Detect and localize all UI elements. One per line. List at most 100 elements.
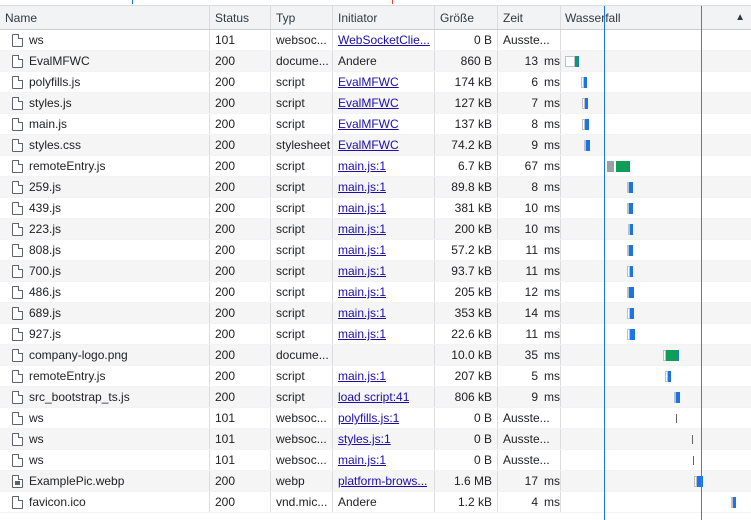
request-name-cell[interactable]: 439.js	[0, 198, 210, 218]
initiator-link[interactable]: main.js:1	[338, 159, 387, 173]
request-row[interactable]: 808.js 200 script main.js:1 57.2 kB 11 ms	[0, 240, 751, 261]
initiator-link[interactable]: styles.js:1	[338, 432, 391, 446]
initiator-link[interactable]: EvalMFWC	[338, 138, 399, 152]
request-row[interactable]: 439.js 200 script main.js:1 381 kB 10 ms	[0, 198, 751, 219]
request-initiator-cell[interactable]: main.js:1	[333, 303, 435, 323]
request-waterfall[interactable]	[561, 471, 751, 491]
request-initiator-cell[interactable]: main.js:1	[333, 240, 435, 260]
initiator-link[interactable]: main.js:1	[338, 243, 387, 257]
request-waterfall[interactable]	[561, 366, 751, 386]
request-row[interactable]: ws 101 websoc... WebSocketClie... 0 B Ausste.…	[0, 30, 751, 51]
initiator-link[interactable]: EvalMFWC	[338, 96, 399, 110]
initiator-link[interactable]: main.js:1	[338, 327, 387, 341]
request-waterfall[interactable]	[561, 345, 751, 365]
request-initiator-cell[interactable]: styles.js:1	[333, 429, 435, 449]
request-initiator-cell[interactable]: main.js:1	[333, 450, 435, 470]
request-waterfall[interactable]	[561, 387, 751, 407]
request-row[interactable]: src_bootstrap_ts.js 200 script load script:…	[0, 387, 751, 408]
request-name-cell[interactable]: styles.css	[0, 135, 210, 155]
request-row[interactable]: remoteEntry.js 200 script main.js:1 6.7 kB 67…	[0, 156, 751, 177]
request-name-cell[interactable]: polyfills.js	[0, 72, 210, 92]
initiator-link[interactable]: main.js:1	[338, 285, 387, 299]
request-initiator-cell[interactable]: EvalMFWC	[333, 135, 435, 155]
request-name-cell[interactable]: remoteEntry.js	[0, 366, 210, 386]
request-row[interactable]: 927.js 200 script main.js:1 22.6 kB 11 ms	[0, 324, 751, 345]
request-waterfall[interactable]	[561, 93, 751, 113]
request-row[interactable]: styles.js 200 script EvalMFWC 127 kB 7 ms	[0, 93, 751, 114]
column-header-type[interactable]: Typ	[271, 6, 333, 29]
request-row[interactable]: ExamplePic.webp 200 webp platform-brows... 1…	[0, 471, 751, 492]
request-row[interactable]: main.js 200 script EvalMFWC 137 kB 8 ms	[0, 114, 751, 135]
request-name-cell[interactable]: ws	[0, 408, 210, 428]
initiator-link[interactable]: load script:41	[338, 390, 410, 404]
request-name-cell[interactable]: styles.js	[0, 93, 210, 113]
column-header-name[interactable]: Name	[0, 6, 210, 29]
request-row[interactable]: 700.js 200 script main.js:1 93.7 kB 11 ms	[0, 261, 751, 282]
request-row[interactable]: ws 101 websoc... styles.js:1 0 B Ausste...	[0, 429, 751, 450]
request-waterfall[interactable]	[561, 114, 751, 134]
request-name-cell[interactable]: ws	[0, 450, 210, 470]
initiator-link[interactable]: platform-brows...	[338, 474, 428, 488]
column-header-waterfall[interactable]: Wasserfall ▲	[561, 6, 751, 29]
request-waterfall[interactable]	[561, 303, 751, 323]
initiator-link[interactable]: EvalMFWC	[338, 117, 399, 131]
request-initiator-cell[interactable]: polyfills.js:1	[333, 408, 435, 428]
request-initiator-cell[interactable]: main.js:1	[333, 198, 435, 218]
column-header-size[interactable]: Größe	[435, 6, 498, 29]
request-waterfall[interactable]	[561, 282, 751, 302]
request-waterfall[interactable]	[561, 450, 751, 470]
request-row[interactable]: ws 101 websoc... main.js:1 0 B Ausste...	[0, 450, 751, 471]
request-initiator-cell[interactable]: load script:41	[333, 387, 435, 407]
request-row[interactable]: polyfills.js 200 script EvalMFWC 174 kB 6 ms	[0, 72, 751, 93]
initiator-link[interactable]: main.js:1	[338, 201, 387, 215]
request-name-cell[interactable]: ExamplePic.webp	[0, 471, 210, 491]
initiator-link[interactable]: EvalMFWC	[338, 75, 399, 89]
initiator-link[interactable]: main.js:1	[338, 180, 387, 194]
request-initiator-cell[interactable]: EvalMFWC	[333, 72, 435, 92]
request-waterfall[interactable]	[561, 72, 751, 92]
request-waterfall[interactable]	[561, 492, 751, 512]
request-waterfall[interactable]	[561, 240, 751, 260]
request-row[interactable]: 259.js 200 script main.js:1 89.8 kB 8 ms	[0, 177, 751, 198]
initiator-link[interactable]: main.js:1	[338, 369, 387, 383]
request-initiator-cell[interactable]: EvalMFWC	[333, 93, 435, 113]
request-name-cell[interactable]: 927.js	[0, 324, 210, 344]
request-name-cell[interactable]: 700.js	[0, 261, 210, 281]
request-waterfall[interactable]	[561, 261, 751, 281]
request-name-cell[interactable]: ws	[0, 30, 210, 50]
request-name-cell[interactable]: 223.js	[0, 219, 210, 239]
request-waterfall[interactable]	[561, 51, 751, 71]
request-waterfall[interactable]	[561, 408, 751, 428]
request-row[interactable]: 689.js 200 script main.js:1 353 kB 14 ms	[0, 303, 751, 324]
initiator-link[interactable]: main.js:1	[338, 306, 387, 320]
request-row[interactable]: EvalMFWC 200 docume... Andere 860 B 13 ms	[0, 51, 751, 72]
column-header-time[interactable]: Zeit	[498, 6, 561, 29]
initiator-link[interactable]: WebSocketClie...	[338, 33, 430, 47]
initiator-link[interactable]: main.js:1	[338, 453, 387, 467]
column-header-initiator[interactable]: Initiator	[333, 6, 435, 29]
request-initiator-cell[interactable]: WebSocketClie...	[333, 30, 435, 50]
request-initiator-cell[interactable]: main.js:1	[333, 324, 435, 344]
request-waterfall[interactable]	[561, 156, 751, 176]
request-name-cell[interactable]: src_bootstrap_ts.js	[0, 387, 210, 407]
request-name-cell[interactable]: ws	[0, 429, 210, 449]
request-name-cell[interactable]: company-logo.png	[0, 345, 210, 365]
request-row[interactable]: 486.js 200 script main.js:1 205 kB 12 ms	[0, 282, 751, 303]
request-initiator-cell[interactable]: main.js:1	[333, 219, 435, 239]
request-row[interactable]: company-logo.png 200 docume... 10.0 kB 35 ms	[0, 345, 751, 366]
request-initiator-cell[interactable]: main.js:1	[333, 261, 435, 281]
request-waterfall[interactable]	[561, 135, 751, 155]
request-waterfall[interactable]	[561, 198, 751, 218]
request-name-cell[interactable]: EvalMFWC	[0, 51, 210, 71]
request-row[interactable]: remoteEntry.js 200 script main.js:1 207 kB 5 m…	[0, 366, 751, 387]
initiator-link[interactable]: main.js:1	[338, 222, 387, 236]
request-row[interactable]: favicon.ico 200 vnd.mic... Andere 1.2 kB 4 ms	[0, 492, 751, 513]
initiator-link[interactable]: main.js:1	[338, 264, 387, 278]
request-name-cell[interactable]: 486.js	[0, 282, 210, 302]
request-row[interactable]: 223.js 200 script main.js:1 200 kB 10 ms	[0, 219, 751, 240]
request-waterfall[interactable]	[561, 30, 751, 50]
request-waterfall[interactable]	[561, 219, 751, 239]
request-initiator-cell[interactable]: main.js:1	[333, 156, 435, 176]
request-waterfall[interactable]	[561, 177, 751, 197]
column-header-status[interactable]: Status	[210, 6, 271, 29]
